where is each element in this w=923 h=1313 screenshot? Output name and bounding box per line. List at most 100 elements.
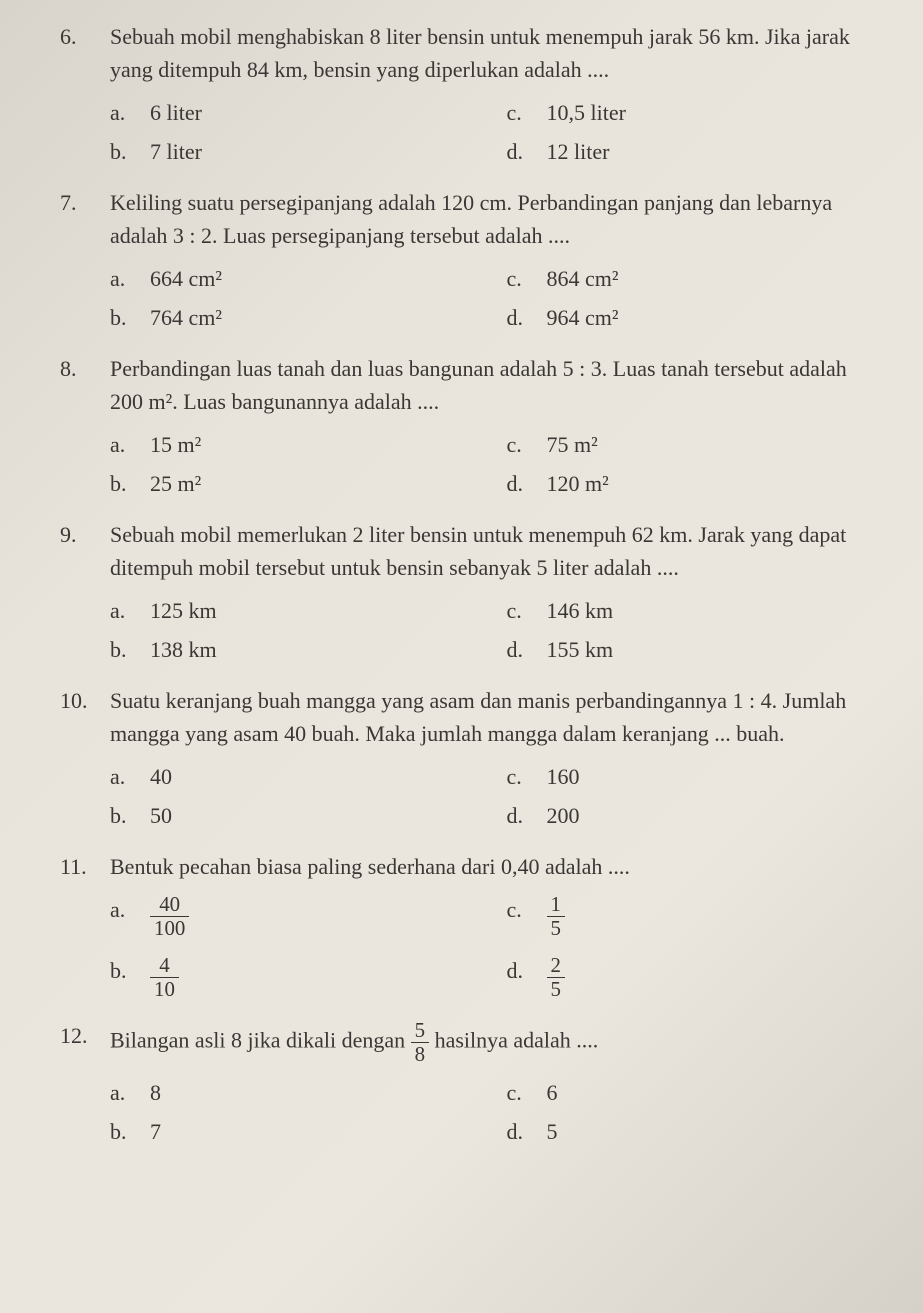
option-c: c.75 m² bbox=[507, 428, 874, 461]
fraction-numerator: 4 bbox=[150, 954, 179, 978]
option-a: a.6 liter bbox=[110, 96, 477, 129]
option-text: 138 km bbox=[150, 633, 477, 666]
option-letter: a. bbox=[110, 893, 150, 940]
option-a: a.40100 bbox=[110, 893, 477, 940]
option-text: 75 m² bbox=[547, 428, 874, 461]
option-text: 50 bbox=[150, 799, 477, 832]
options-grid: a.15 m² c.75 m² b.25 m² d.120 m² bbox=[110, 428, 873, 500]
question-text: Bilangan asli 8 jika dikali dengan 58 ha… bbox=[110, 1019, 873, 1066]
text-after: hasilnya adalah .... bbox=[435, 1027, 599, 1052]
options-grid: a.6 liter c.10,5 liter b.7 liter d.12 li… bbox=[110, 96, 873, 168]
option-b: b.764 cm² bbox=[110, 301, 477, 334]
option-text: 25 m² bbox=[150, 467, 477, 500]
option-letter: c. bbox=[507, 760, 547, 793]
option-text: 200 bbox=[547, 799, 874, 832]
option-d: d.25 bbox=[507, 954, 874, 1001]
question-text: Sebuah mobil memerlukan 2 liter bensin u… bbox=[110, 518, 873, 584]
option-letter: c. bbox=[507, 594, 547, 627]
option-letter: d. bbox=[507, 954, 547, 1001]
option-c: c.160 bbox=[507, 760, 874, 793]
question-body: Bentuk pecahan biasa paling sederhana da… bbox=[110, 850, 873, 1001]
option-c: c.6 bbox=[507, 1076, 874, 1109]
option-d: d.5 bbox=[507, 1115, 874, 1148]
option-a: a.664 cm² bbox=[110, 262, 477, 295]
option-letter: c. bbox=[507, 262, 547, 295]
option-text: 40 bbox=[150, 760, 477, 793]
option-letter: a. bbox=[110, 262, 150, 295]
option-letter: c. bbox=[507, 1076, 547, 1109]
option-letter: b. bbox=[110, 301, 150, 334]
question-text: Bentuk pecahan biasa paling sederhana da… bbox=[110, 850, 873, 883]
question-body: Sebuah mobil menghabiskan 8 liter bensin… bbox=[110, 20, 873, 168]
option-letter: b. bbox=[110, 467, 150, 500]
question-6: 6. Sebuah mobil menghabiskan 8 liter ben… bbox=[60, 20, 873, 168]
fraction-denominator: 8 bbox=[411, 1043, 429, 1066]
option-text: 664 cm² bbox=[150, 262, 477, 295]
fraction-numerator: 40 bbox=[150, 893, 189, 917]
question-text: Keliling suatu persegipanjang adalah 120… bbox=[110, 186, 873, 252]
question-number: 12. bbox=[60, 1019, 110, 1148]
option-letter: b. bbox=[110, 799, 150, 832]
option-c: c.15 bbox=[507, 893, 874, 940]
option-text: 864 cm² bbox=[547, 262, 874, 295]
question-12: 12. Bilangan asli 8 jika dikali dengan 5… bbox=[60, 1019, 873, 1148]
option-letter: d. bbox=[507, 799, 547, 832]
options-grid: a.125 km c.146 km b.138 km d.155 km bbox=[110, 594, 873, 666]
option-b: b.25 m² bbox=[110, 467, 477, 500]
question-body: Bilangan asli 8 jika dikali dengan 58 ha… bbox=[110, 1019, 873, 1148]
option-text: 10,5 liter bbox=[547, 96, 874, 129]
question-7: 7. Keliling suatu persegipanjang adalah … bbox=[60, 186, 873, 334]
fraction-denominator: 5 bbox=[547, 917, 565, 940]
fraction-denominator: 10 bbox=[150, 978, 179, 1001]
fraction-denominator: 5 bbox=[547, 978, 565, 1001]
option-text: 6 liter bbox=[150, 96, 477, 129]
option-text: 6 bbox=[547, 1076, 874, 1109]
options-grid: a.8 c.6 b.7 d.5 bbox=[110, 1076, 873, 1148]
option-d: d.120 m² bbox=[507, 467, 874, 500]
fraction: 25 bbox=[547, 954, 565, 1001]
options-grid: a.40 c.160 b.50 d.200 bbox=[110, 760, 873, 832]
option-c: c.864 cm² bbox=[507, 262, 874, 295]
question-text: Suatu keranjang buah mangga yang asam da… bbox=[110, 684, 873, 750]
question-number: 9. bbox=[60, 518, 110, 666]
option-b: b.50 bbox=[110, 799, 477, 832]
text-before: Bilangan asli 8 jika dikali dengan bbox=[110, 1027, 411, 1052]
option-text: 25 bbox=[547, 954, 874, 1001]
fraction-numerator: 1 bbox=[547, 893, 565, 917]
option-text: 15 bbox=[547, 893, 874, 940]
option-text: 125 km bbox=[150, 594, 477, 627]
option-letter: b. bbox=[110, 633, 150, 666]
option-letter: b. bbox=[110, 135, 150, 168]
option-letter: c. bbox=[507, 96, 547, 129]
option-letter: d. bbox=[507, 135, 547, 168]
options-grid: a.664 cm² c.864 cm² b.764 cm² d.964 cm² bbox=[110, 262, 873, 334]
option-c: c.146 km bbox=[507, 594, 874, 627]
option-letter: c. bbox=[507, 428, 547, 461]
fraction: 410 bbox=[150, 954, 179, 1001]
option-d: d.200 bbox=[507, 799, 874, 832]
question-number: 11. bbox=[60, 850, 110, 1001]
question-text: Sebuah mobil menghabiskan 8 liter bensin… bbox=[110, 20, 873, 86]
question-number: 10. bbox=[60, 684, 110, 832]
option-letter: d. bbox=[507, 633, 547, 666]
option-letter: b. bbox=[110, 1115, 150, 1148]
option-d: d.155 km bbox=[507, 633, 874, 666]
question-text: Perbandingan luas tanah dan luas banguna… bbox=[110, 352, 873, 418]
fraction-numerator: 5 bbox=[411, 1019, 429, 1043]
option-b: b.138 km bbox=[110, 633, 477, 666]
question-body: Suatu keranjang buah mangga yang asam da… bbox=[110, 684, 873, 832]
option-text: 12 liter bbox=[547, 135, 874, 168]
option-letter: d. bbox=[507, 301, 547, 334]
option-b: b.7 bbox=[110, 1115, 477, 1148]
fraction: 58 bbox=[411, 1019, 429, 1066]
question-11: 11. Bentuk pecahan biasa paling sederhan… bbox=[60, 850, 873, 1001]
option-text: 964 cm² bbox=[547, 301, 874, 334]
option-text: 5 bbox=[547, 1115, 874, 1148]
option-d: d.964 cm² bbox=[507, 301, 874, 334]
option-text: 146 km bbox=[547, 594, 874, 627]
option-text: 120 m² bbox=[547, 467, 874, 500]
fraction: 15 bbox=[547, 893, 565, 940]
option-text: 764 cm² bbox=[150, 301, 477, 334]
question-8: 8. Perbandingan luas tanah dan luas bang… bbox=[60, 352, 873, 500]
options-grid: a.40100 c.15 b.410 d.25 bbox=[110, 893, 873, 1001]
